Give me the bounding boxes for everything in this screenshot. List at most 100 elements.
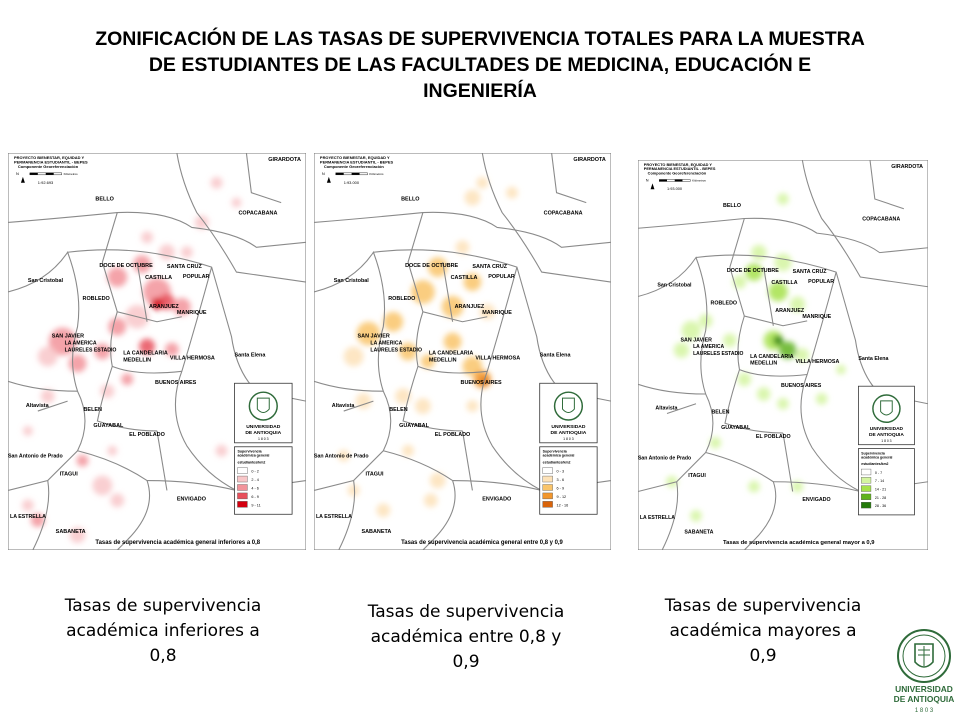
place-label-san-javier: SAN JAVIER (52, 334, 84, 340)
place-label-sabaneta: SABANETA (56, 529, 86, 535)
place-label-buenos-aires: BUENOS AIRES (155, 380, 197, 386)
place-label-san-javier: SAN JAVIER (681, 337, 713, 343)
place-label-girardota: GIRARDOTA (573, 157, 606, 163)
place-label-altavista: Altavista (332, 403, 356, 409)
svg-text:académica general: académica general (861, 455, 892, 459)
map-scale: 1:92.693 (38, 180, 54, 185)
svg-text:Supervivencia: Supervivencia (543, 450, 567, 454)
map-entre: PROYECTO BIENESTAR, EQUIDAD Y PERMANENCIA… (314, 153, 611, 550)
place-label-envigado: ENVIGADO (177, 496, 207, 502)
legend-label: 4 - 6 (251, 486, 259, 490)
place-label-popular: POPULAR (808, 279, 834, 285)
place-label-la-estrella: LA ESTRELLA (10, 514, 46, 520)
svg-text:DE ANTIOQUIA: DE ANTIOQUIA (894, 694, 955, 704)
place-label-envigado: ENVIGADO (802, 497, 830, 503)
place-label-copacabana: COPACABANA (544, 211, 583, 217)
place-label-popular: POPULAR (488, 274, 515, 280)
map-scale: 1:93.000 (344, 180, 360, 185)
density-hotspots (337, 176, 518, 518)
svg-text:PROYECTO BIENESTAR, EQUIDAD Y: PROYECTO BIENESTAR, EQUIDAD Y (644, 162, 713, 167)
legend-label: 2 - 4 (251, 478, 259, 482)
svg-text:Supervivencia: Supervivencia (861, 451, 885, 455)
svg-text:PERMANENCIA ESTUDIANTIL - BEPE: PERMANENCIA ESTUDIANTIL - BEPES (14, 159, 88, 164)
svg-text:Kilómetros: Kilómetros (369, 172, 384, 176)
place-label-candelaria: LA CANDELARIA (123, 350, 168, 356)
legend-label: 12 - 16 (557, 503, 569, 507)
svg-text:N: N (322, 171, 325, 176)
map-mayores: PROYECTO BIENESTAR, EQUIDAD Y PERMANENCIA… (638, 160, 928, 550)
place-label-altavista: Altavista (655, 406, 677, 412)
place-label-candelaria: LA CANDELARIA (429, 350, 474, 356)
map-footer-title: Tasas de supervivencia académica general… (723, 540, 875, 546)
title-line-2: DE ESTUDIANTES DE LAS FACULTADES DE MEDI… (148, 54, 812, 76)
map-header: PROYECTO BIENESTAR, EQUIDAD YPERMANENCIA… (14, 155, 88, 185)
svg-text:Componente Georeferenciación: Componente Georeferenciación (324, 164, 384, 169)
svg-text:PERMANENCIA ESTUDIANTIL - BEPE: PERMANENCIA ESTUDIANTIL - BEPES (320, 159, 394, 164)
place-label-aranjuez: ARANJUEZ (149, 304, 179, 310)
place-label-aranjuez: ARANJUEZ (455, 304, 485, 310)
density-hotspots (666, 193, 846, 522)
legend-swatch (861, 468, 872, 476)
svg-text:DE ANTIOQUIA: DE ANTIOQUIA (551, 430, 587, 436)
map-inferiores: PROYECTO BIENESTAR, EQUIDAD Y PERMANENCIA… (8, 153, 306, 550)
legend-swatch (542, 484, 553, 491)
svg-text:1 8 0 3: 1 8 0 3 (915, 708, 934, 714)
boundaries (8, 153, 306, 550)
title-line-1: ZONIFICACIÓN DE LAS TASAS DE SUPERVIVENC… (95, 28, 865, 50)
place-label-copacabana: COPACABANA (862, 216, 900, 222)
svg-text:N: N (16, 171, 19, 176)
place-label-laureles: LAURELES ESTADIO (65, 348, 117, 354)
place-label-robledo: ROBLEDO (83, 296, 111, 302)
svg-text:UNIVERSIDAD: UNIVERSIDAD (246, 424, 281, 430)
place-label-buenos-aires: BUENOS AIRES (461, 380, 503, 386)
map-scale: 1:93.000 (667, 186, 682, 191)
place-label-el-poblado: EL POBLADO (129, 432, 165, 438)
svg-text:UNIVERSIDAD: UNIVERSIDAD (870, 426, 904, 432)
svg-text:DE ANTIOQUIA: DE ANTIOQUIA (869, 432, 904, 438)
map-header: PROYECTO BIENESTAR, EQUIDAD YPERMANENCIA… (320, 155, 394, 185)
place-label-castilla: CASTILLA (145, 275, 172, 281)
place-labels: GIRARDOTA BELLO COPACABANA San Cristobal DOC… (8, 157, 301, 535)
place-label-manrique: MANRIQUE (482, 310, 512, 316)
place-label-robledo: ROBLEDO (388, 296, 415, 302)
place-label-san-cristobal: San Cristobal (28, 278, 64, 284)
legend-label: 0 - 2 (251, 470, 259, 474)
legend-label: 9 - 12 (557, 495, 567, 499)
place-label-copacabana: COPACABANA (238, 211, 277, 217)
place-label-sabaneta: SABANETA (362, 529, 392, 535)
place-label-belen: BELEN (389, 407, 407, 413)
place-label-manrique: MANRIQUE (177, 310, 207, 316)
place-label-san-antonio: San Antonio de Prado (314, 454, 369, 460)
place-label-san-antonio: San Antonio de Prado (8, 454, 63, 460)
svg-text:Componente Georeferenciación: Componente Georeferenciación (18, 164, 79, 169)
svg-text:UNIVERSIDAD: UNIVERSIDAD (895, 684, 953, 694)
place-label-santa-cruz: SANTA CRUZ (167, 264, 203, 270)
caption-inferiores: Tasas de supervivencia académica inferio… (64, 596, 262, 666)
place-labels: GIRARDOTA BELLO COPACABANA San Cristobal DOC… (314, 157, 606, 535)
place-label-san-antonio: San Antonio de Prado (638, 455, 691, 461)
place-label-itagui: ITAGUI (365, 472, 383, 478)
place-label-santa-cruz: SANTA CRUZ (793, 269, 828, 275)
place-label-altavista: Altavista (26, 403, 50, 409)
svg-text:1 8 0 3: 1 8 0 3 (881, 439, 891, 443)
svg-text:1 8 0 3: 1 8 0 3 (258, 437, 269, 441)
place-label-popular: POPULAR (183, 274, 210, 280)
legend-label: 14 - 21 (875, 488, 886, 492)
university-seal-icon: UNIVERSIDAD DE ANTIOQUIA 1 8 0 3 (894, 629, 955, 714)
legend-swatch (237, 467, 248, 474)
caption-entre: Tasas de supervivencia académica entre 0… (367, 602, 565, 672)
boundaries (638, 160, 928, 550)
legend-swatch (237, 501, 248, 508)
place-label-villa-hermosa: VILLA HERMOSA (475, 355, 520, 361)
legend-label: 0 - 7 (875, 471, 882, 475)
svg-text:N: N (646, 177, 649, 182)
map-footer-title: Tasas de supervivencia académica general… (401, 540, 563, 546)
svg-text:PROYECTO BIENESTAR, EQUIDAD Y: PROYECTO BIENESTAR, EQUIDAD Y (320, 155, 390, 160)
place-label-laureles: LAURELES ESTADIO (693, 351, 743, 357)
svg-text:PROYECTO BIENESTAR, EQUIDAD Y: PROYECTO BIENESTAR, EQUIDAD Y (14, 155, 85, 160)
svg-text:Kilómetros: Kilómetros (64, 172, 79, 176)
